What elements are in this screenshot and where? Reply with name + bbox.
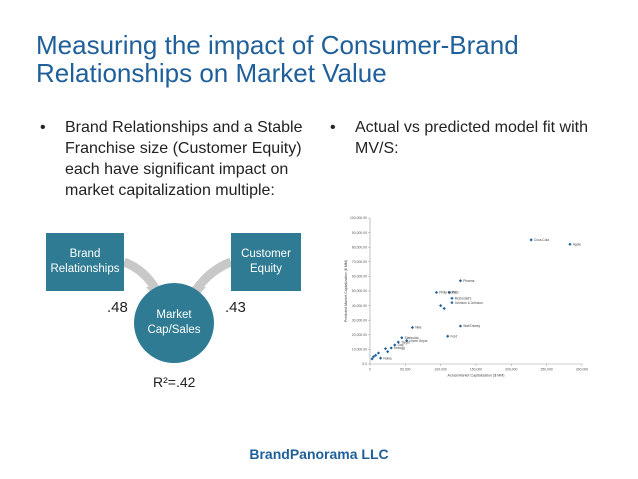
- arrow-right-connector: [192, 257, 233, 293]
- point-label: Home Depot: [410, 339, 428, 343]
- node-market-cap-sales: Market Cap/Sales: [134, 283, 214, 363]
- data-point: [450, 296, 454, 300]
- x-tick-label: 0: [369, 368, 371, 372]
- point-label: Pharma: [463, 279, 474, 283]
- y-tick-label: 40,000.00: [352, 304, 367, 308]
- data-point: [439, 304, 443, 308]
- data-point: [379, 356, 383, 360]
- data-point: [400, 336, 404, 340]
- point-label: Walt Disney: [463, 324, 480, 328]
- data-point: [568, 242, 572, 246]
- data-point: [393, 343, 397, 347]
- point-label: P&G: [452, 291, 459, 295]
- point-label: Coca-Cola: [534, 238, 549, 242]
- arrow-left-connector: [122, 257, 160, 293]
- point-label: Kellogg: [394, 346, 405, 350]
- bullet-text: Brand Relationships and a Stable Franchi…: [65, 119, 303, 199]
- data-point: [458, 324, 463, 328]
- data-point: [389, 346, 393, 350]
- y-tick-label: 20,000.00: [352, 333, 367, 337]
- x-tick-label: 250,000: [541, 368, 553, 372]
- coefficient-customer-equity: .43: [225, 299, 246, 316]
- y-tick-label: 50,000.00: [352, 289, 367, 293]
- data-point: [447, 290, 451, 295]
- data-point: [442, 306, 446, 311]
- data-point: [434, 290, 439, 295]
- data-point: [458, 279, 463, 283]
- x-axis-label: Actual Market Capitalization ($ MM): [448, 374, 505, 378]
- x-tick-label: 300,000: [576, 368, 588, 372]
- point-label: Johnson & Johnson: [455, 301, 483, 305]
- bullet-dot: •: [330, 119, 336, 136]
- data-point: [450, 301, 454, 305]
- point-label: Target: [401, 340, 410, 344]
- point-label: Apple: [573, 242, 581, 246]
- point-label: Nike: [415, 326, 422, 330]
- scatter-chart: 0.0 10,000.00 20,000.00 30,000.00 40,000.00 5…: [344, 216, 588, 377]
- y-tick-label: 100,000.00: [350, 216, 367, 220]
- point-label: Nokia: [383, 356, 391, 360]
- x-tick-label: 100,000: [435, 368, 447, 372]
- x-tick-label: 200,000: [505, 368, 517, 372]
- data-point: [396, 340, 400, 344]
- bullet-dot: •: [40, 119, 46, 136]
- point-label: Ford: [451, 334, 458, 338]
- x-tick-label: 150,000: [470, 368, 482, 372]
- point-label: Starbucks: [405, 336, 420, 340]
- bullet-text: Actual vs predicted model fit with MV/S:: [355, 119, 588, 157]
- point-label: McDonald's: [455, 297, 472, 301]
- r-squared-label: R²=.42: [153, 374, 196, 390]
- bullet-brand-relationships: • Brand Relationships and a Stable Franc…: [40, 117, 315, 201]
- data-point: [410, 325, 414, 330]
- page-title: Measuring the impact of Consumer-Brand R…: [36, 30, 519, 88]
- point-label: Gap: [398, 343, 404, 347]
- y-tick-label: 70,000.00: [352, 260, 367, 264]
- y-tick-label: 80,000.00: [352, 245, 367, 249]
- coefficient-brand-relationships: .48: [107, 299, 128, 316]
- x-tick-label: 50,000: [400, 368, 410, 372]
- point-label: Philip Morris: [439, 291, 457, 295]
- plot-area: 0.0 10,000.00 20,000.00 30,000.00 40,000.00 5…: [344, 216, 588, 377]
- data-point: [529, 238, 533, 242]
- y-axis-label: Predicted Market Capitalization ($ MM): [344, 260, 348, 322]
- node-customer-equity-label: Customer Equity: [241, 248, 291, 275]
- y-tick-label: 60,000.00: [352, 275, 367, 279]
- data-point: [446, 334, 450, 338]
- y-tick-label: 30,000.00: [352, 318, 367, 322]
- data-point: [370, 357, 374, 361]
- bullet-model-fit: • Actual vs predicted model fit with MV/…: [330, 117, 620, 159]
- y-tick-label: 0.0: [362, 362, 367, 366]
- data-point: [386, 349, 390, 354]
- node-brand-relationships: Brand Relationships: [46, 233, 124, 291]
- data-point: [383, 347, 388, 351]
- y-tick-label: 10,000.00: [352, 348, 367, 352]
- node-brand-relationships-label: Brand Relationships: [50, 248, 120, 275]
- y-tick-label: 90,000.00: [352, 231, 367, 235]
- footer-brand: BrandPanorama LLC: [249, 446, 389, 462]
- data-point: [376, 351, 381, 355]
- node-customer-equity: Customer Equity: [231, 233, 301, 291]
- node-market-cap-sales-label: Market Cap/Sales: [147, 309, 201, 336]
